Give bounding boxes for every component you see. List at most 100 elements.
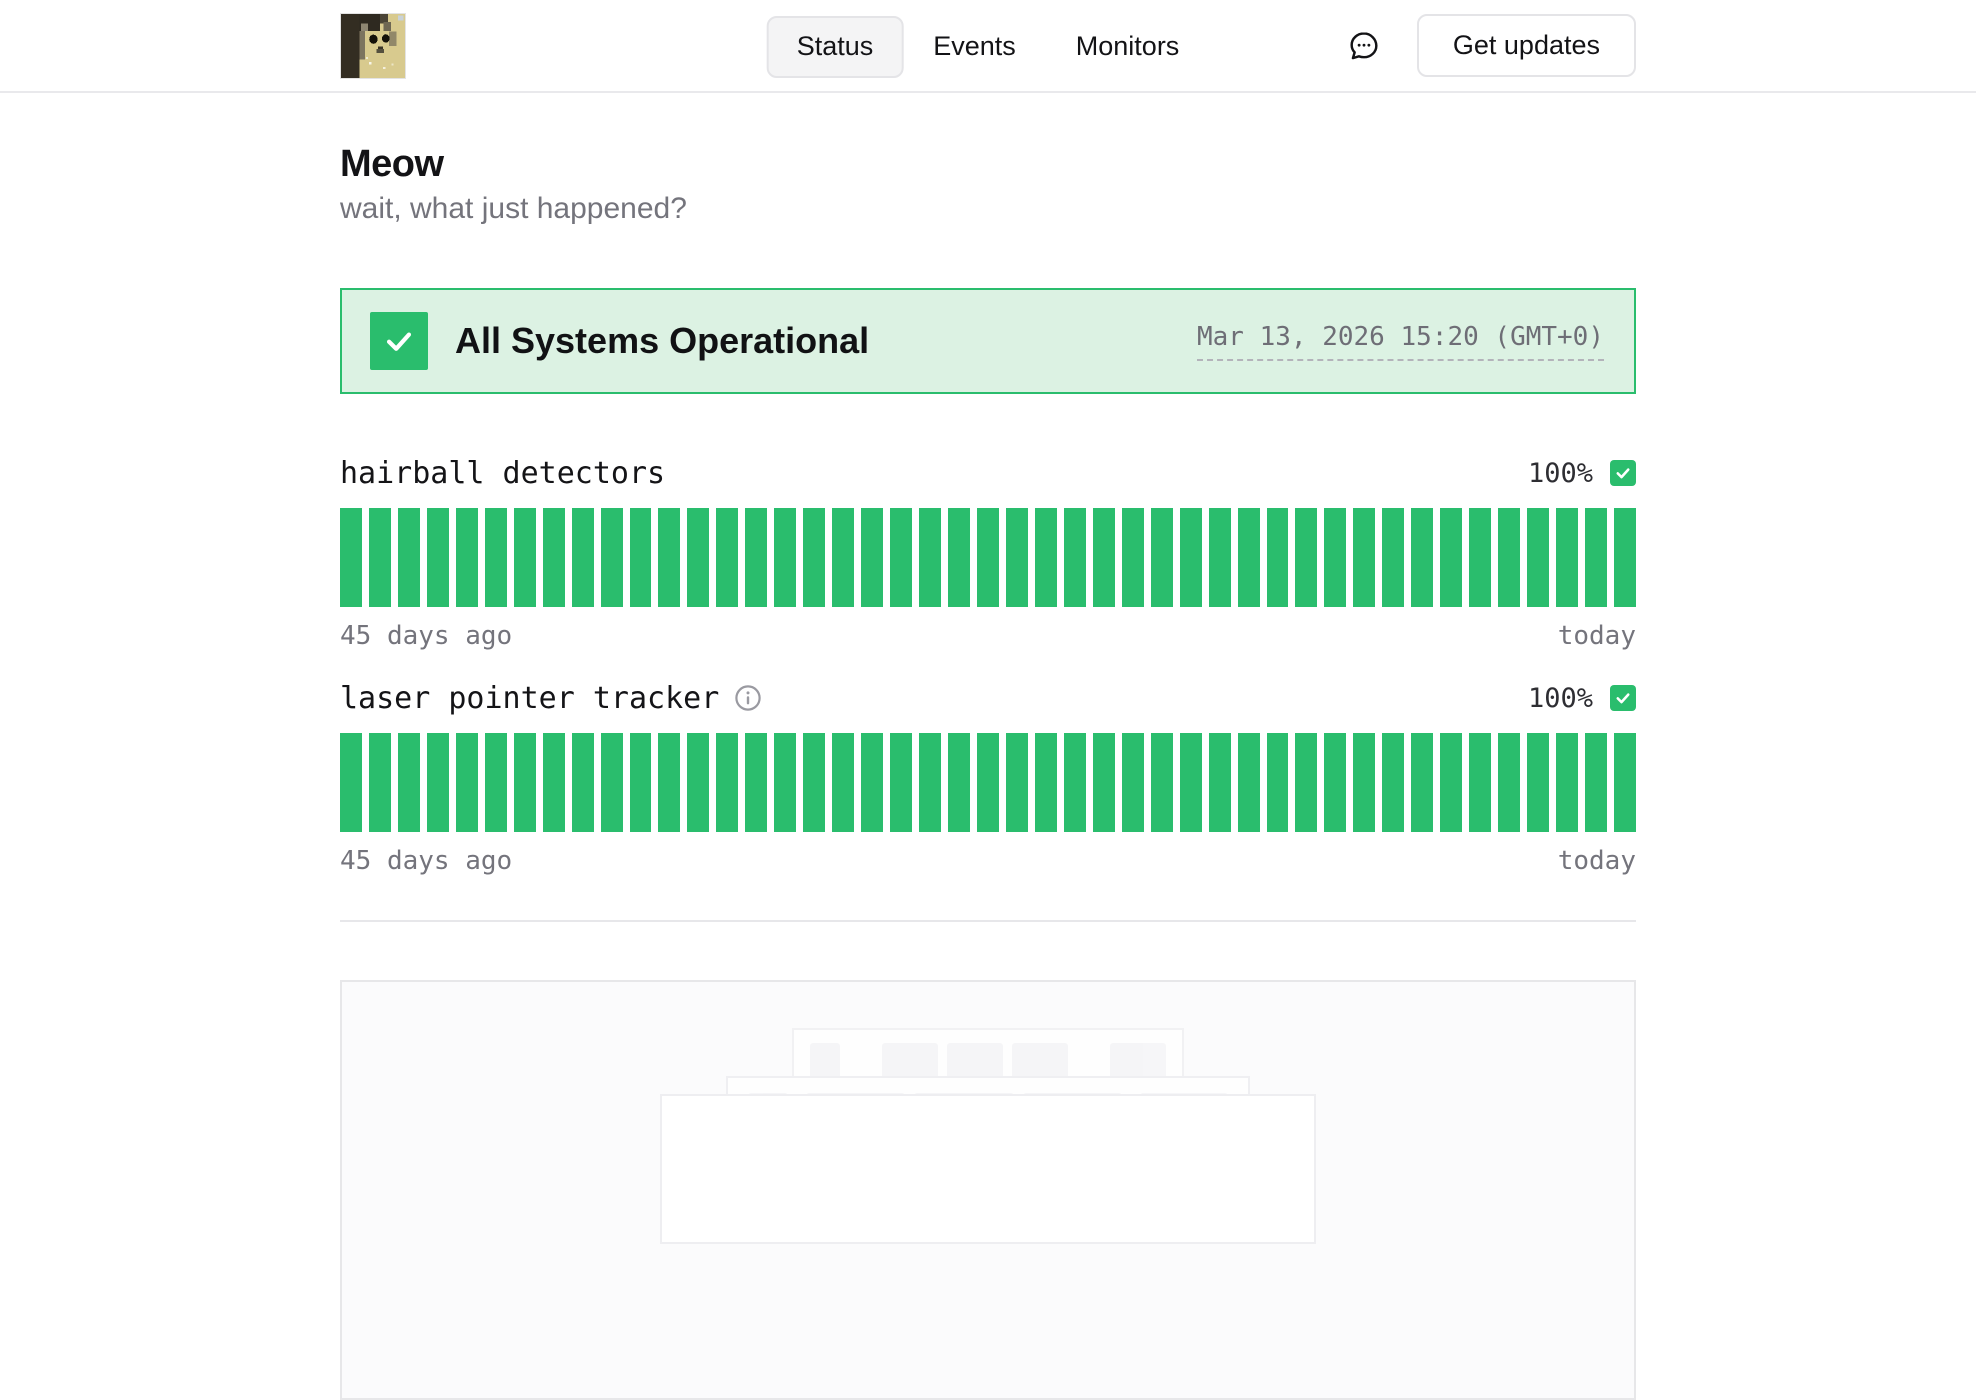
uptime-bar[interactable]: [1382, 733, 1405, 832]
uptime-bar[interactable]: [1353, 733, 1376, 832]
uptime-bar[interactable]: [1527, 508, 1550, 607]
uptime-bar[interactable]: [571, 508, 594, 607]
uptime-bar[interactable]: [1063, 733, 1086, 832]
uptime-bar[interactable]: [1034, 508, 1057, 607]
uptime-bar[interactable]: [687, 733, 710, 832]
tab-events[interactable]: Events: [933, 31, 1016, 61]
uptime-bar[interactable]: [1556, 508, 1578, 607]
uptime-bar[interactable]: [1498, 508, 1521, 607]
uptime-bar[interactable]: [1092, 733, 1115, 832]
uptime-bar[interactable]: [1440, 508, 1463, 607]
uptime-bar[interactable]: [542, 733, 565, 832]
tab-status[interactable]: Status: [766, 15, 904, 78]
uptime-bar[interactable]: [340, 508, 362, 607]
uptime-bar[interactable]: [1208, 733, 1231, 832]
uptime-bar[interactable]: [861, 733, 884, 832]
uptime-bar[interactable]: [716, 733, 739, 832]
uptime-bar[interactable]: [1150, 508, 1173, 607]
monitor-name: hairball detectors: [340, 455, 666, 491]
speech-bubble-icon[interactable]: [1347, 29, 1381, 63]
uptime-bar[interactable]: [397, 508, 420, 607]
uptime-bar[interactable]: [832, 733, 855, 832]
uptime-bar[interactable]: [919, 508, 942, 607]
uptime-bar[interactable]: [426, 508, 449, 607]
uptime-bar[interactable]: [340, 733, 362, 832]
status-banner-timestamp[interactable]: Mar 13, 2026 15:20 (GMT+0): [1197, 322, 1604, 361]
uptime-bar[interactable]: [1295, 508, 1318, 607]
uptime-bar[interactable]: [1295, 733, 1318, 832]
uptime-bar[interactable]: [455, 733, 478, 832]
info-icon[interactable]: [734, 684, 762, 712]
check-icon: [386, 332, 412, 351]
uptime-bar[interactable]: [1237, 733, 1260, 832]
uptime-bar[interactable]: [1266, 733, 1289, 832]
uptime-bar[interactable]: [1266, 508, 1289, 607]
uptime-bar[interactable]: [600, 508, 623, 607]
uptime-bar[interactable]: [1150, 733, 1173, 832]
uptime-bar[interactable]: [600, 733, 623, 832]
uptime-bar[interactable]: [1440, 733, 1463, 832]
uptime-bar[interactable]: [716, 508, 739, 607]
uptime-bar[interactable]: [1063, 508, 1086, 607]
uptime-bar[interactable]: [368, 508, 391, 607]
uptime-bar[interactable]: [890, 508, 913, 607]
uptime-bar[interactable]: [1121, 733, 1144, 832]
uptime-bar[interactable]: [1469, 508, 1492, 607]
uptime-bar[interactable]: [745, 733, 768, 832]
uptime-bar[interactable]: [1613, 508, 1636, 607]
uptime-bar[interactable]: [1469, 733, 1492, 832]
uptime-bar[interactable]: [1121, 508, 1144, 607]
uptime-bar[interactable]: [542, 508, 565, 607]
uptime-bar[interactable]: [513, 733, 536, 832]
uptime-bar[interactable]: [1005, 733, 1028, 832]
uptime-bar[interactable]: [687, 508, 710, 607]
uptime-bar[interactable]: [484, 733, 507, 832]
uptime-bar[interactable]: [745, 508, 768, 607]
uptime-bar[interactable]: [1179, 508, 1202, 607]
uptime-bar[interactable]: [658, 733, 681, 832]
uptime-bar[interactable]: [1556, 733, 1578, 832]
uptime-bar[interactable]: [397, 733, 420, 832]
get-updates-button[interactable]: Get updates: [1416, 14, 1636, 77]
uptime-bar[interactable]: [1324, 733, 1347, 832]
uptime-bar[interactable]: [1498, 733, 1521, 832]
uptime-bar[interactable]: [629, 508, 652, 607]
uptime-bar[interactable]: [1324, 508, 1347, 607]
uptime-bar[interactable]: [948, 733, 970, 832]
uptime-bar[interactable]: [1237, 508, 1260, 607]
uptime-bar[interactable]: [976, 733, 999, 832]
uptime-bar[interactable]: [976, 508, 999, 607]
uptime-bar[interactable]: [1584, 733, 1607, 832]
uptime-bar[interactable]: [1411, 508, 1434, 607]
uptime-bar[interactable]: [774, 733, 797, 832]
uptime-bar[interactable]: [919, 733, 942, 832]
uptime-bar[interactable]: [1208, 508, 1231, 607]
uptime-bar[interactable]: [774, 508, 797, 607]
uptime-bar[interactable]: [455, 508, 478, 607]
uptime-bar[interactable]: [513, 508, 536, 607]
uptime-bar[interactable]: [484, 508, 507, 607]
tab-monitors[interactable]: Monitors: [1075, 31, 1180, 61]
uptime-bar[interactable]: [571, 733, 594, 832]
uptime-bar[interactable]: [1411, 733, 1434, 832]
uptime-bar[interactable]: [629, 733, 652, 832]
uptime-bar[interactable]: [803, 508, 826, 607]
uptime-bar[interactable]: [890, 733, 913, 832]
uptime-bar[interactable]: [803, 733, 826, 832]
uptime-bar[interactable]: [1382, 508, 1405, 607]
uptime-bar[interactable]: [1527, 733, 1550, 832]
uptime-bar[interactable]: [948, 508, 970, 607]
uptime-bar[interactable]: [1179, 733, 1202, 832]
uptime-bar[interactable]: [368, 733, 391, 832]
logo-cat-image[interactable]: [340, 12, 406, 79]
uptime-bar[interactable]: [861, 508, 884, 607]
uptime-bar[interactable]: [1005, 508, 1028, 607]
uptime-bar[interactable]: [1034, 733, 1057, 832]
uptime-bar[interactable]: [658, 508, 681, 607]
uptime-bar[interactable]: [1613, 733, 1636, 832]
uptime-bar[interactable]: [1353, 508, 1376, 607]
uptime-bar[interactable]: [1092, 508, 1115, 607]
uptime-bar[interactable]: [426, 733, 449, 832]
uptime-bar[interactable]: [1584, 508, 1607, 607]
uptime-bar[interactable]: [832, 508, 855, 607]
